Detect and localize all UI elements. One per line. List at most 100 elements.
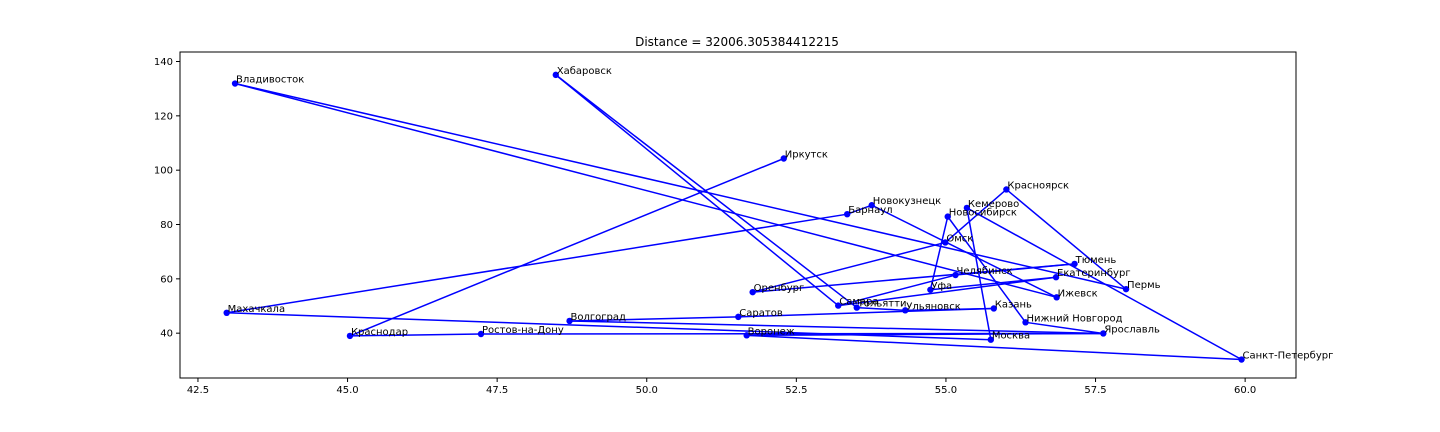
route-segment: [226, 312, 991, 341]
route-segment: [226, 213, 848, 314]
city-label: Волгоград: [571, 312, 626, 323]
city-marker: [780, 155, 787, 162]
y-tick-label: 80: [160, 220, 173, 231]
route-segment: [738, 307, 994, 318]
route-segment: [929, 216, 949, 290]
y-tick-label: 120: [154, 111, 173, 122]
city-label: Пермь: [1127, 280, 1161, 291]
route-segment: [846, 204, 872, 215]
city-label: Ростов-на-Дону: [482, 325, 564, 336]
city-marker: [963, 204, 971, 212]
city-label: Оренбург: [754, 283, 805, 294]
y-tick-label: 60: [160, 274, 173, 285]
city-marker: [566, 317, 573, 325]
city-marker: [853, 304, 860, 311]
city-marker: [477, 330, 485, 338]
city-label: Самара: [839, 297, 878, 308]
city-marker: [1003, 186, 1010, 193]
route-segment: [746, 332, 1104, 337]
city-marker: [927, 286, 934, 293]
city-label: Махачкала: [228, 304, 285, 315]
city-label: Воронеж: [748, 326, 795, 337]
city-label: Ижевск: [1058, 288, 1098, 299]
city-label: Новокузнецк: [873, 196, 941, 207]
city-label: Ярославль: [1104, 324, 1160, 335]
y-tick-label: 40: [160, 329, 173, 340]
route-segment: [349, 157, 785, 337]
route-segment: [856, 306, 906, 312]
route-segment: [947, 216, 1027, 323]
route-segment: [569, 320, 1104, 335]
y-tick-label: 100: [154, 166, 173, 177]
city-label: Челябинск: [957, 266, 1013, 277]
city-label: Саратов: [739, 308, 783, 319]
x-tick-label: 55.0: [935, 385, 957, 396]
plot-frame: [179, 51, 1297, 379]
y-axis: 40 60 80 100 120 140: [154, 57, 180, 340]
route-segment: [1025, 321, 1104, 335]
city-labels: Владивосток Хабаровск Иркутск Красноярск Нов…: [228, 66, 1334, 362]
city-label: Тюмень: [1075, 255, 1117, 266]
city-marker: [868, 202, 875, 209]
route-segment: [555, 74, 858, 309]
city-label: Кемерово: [968, 199, 1019, 210]
route-segment: [569, 316, 739, 322]
city-marker: [1238, 356, 1245, 363]
route-segment: [955, 263, 1075, 276]
city-marker: [749, 288, 756, 296]
city-label: Барнаул: [848, 205, 892, 216]
x-tick-label: 57.5: [1084, 385, 1106, 396]
x-tick-label: 60.0: [1234, 385, 1256, 396]
x-tick-label: 50.0: [636, 385, 658, 396]
route-segment: [234, 82, 1127, 290]
city-marker: [1100, 330, 1107, 337]
route-segment: [966, 207, 992, 340]
city-marker: [1122, 285, 1130, 293]
city-marker: [952, 271, 959, 279]
route-lines: [226, 74, 1242, 361]
city-label: Санкт-Петербург: [1243, 351, 1334, 362]
city-label: Хабаровск: [557, 66, 612, 77]
city-label: Нижний Новгород: [1027, 313, 1123, 324]
city-marker: [231, 80, 239, 87]
city-marker: [743, 332, 750, 339]
city-marker: [944, 213, 951, 220]
city-marker: [835, 302, 842, 309]
route-segment: [1005, 188, 1127, 290]
route-segment: [944, 188, 1007, 244]
route-segment: [838, 276, 1057, 307]
city-label: Екатеринбург: [1057, 268, 1131, 279]
city-label: Иркутск: [785, 149, 828, 160]
city-marker: [223, 309, 230, 316]
city-label: Красноярск: [1007, 180, 1069, 191]
city-label: Казань: [995, 299, 1032, 310]
city-label: Краснодар: [351, 327, 408, 338]
city-marker: [844, 210, 851, 218]
city-marker: [735, 313, 742, 321]
route-segment: [752, 241, 946, 293]
x-tick-label: 52.5: [785, 385, 807, 396]
city-marker: [1053, 294, 1060, 301]
y-tick-label: 140: [154, 57, 173, 68]
x-axis: 42.5 45.0 47.5 50.0 52.5 55.0 57.5 60.0: [187, 378, 1256, 396]
x-tick-label: 45.0: [336, 385, 358, 396]
route-segment: [746, 334, 1242, 361]
route-segment: [838, 274, 956, 307]
city-marker: [942, 239, 949, 246]
route-segment: [234, 82, 1057, 299]
city-marker: [1071, 260, 1078, 268]
city-marker: [902, 307, 909, 314]
city-label: Владивосток: [236, 75, 304, 86]
x-tick-label: 42.5: [187, 385, 209, 396]
city-label: Уфа: [931, 281, 952, 292]
city-label: Тольятти: [857, 299, 907, 310]
x-tick-label: 47.5: [486, 385, 508, 396]
city-marker: [1052, 274, 1060, 281]
city-label: Ульяновск: [906, 301, 960, 312]
city-label: Новосибирск: [949, 208, 1017, 219]
route-segment: [349, 333, 482, 337]
city-marker: [987, 336, 995, 343]
city-marker: [552, 71, 559, 79]
